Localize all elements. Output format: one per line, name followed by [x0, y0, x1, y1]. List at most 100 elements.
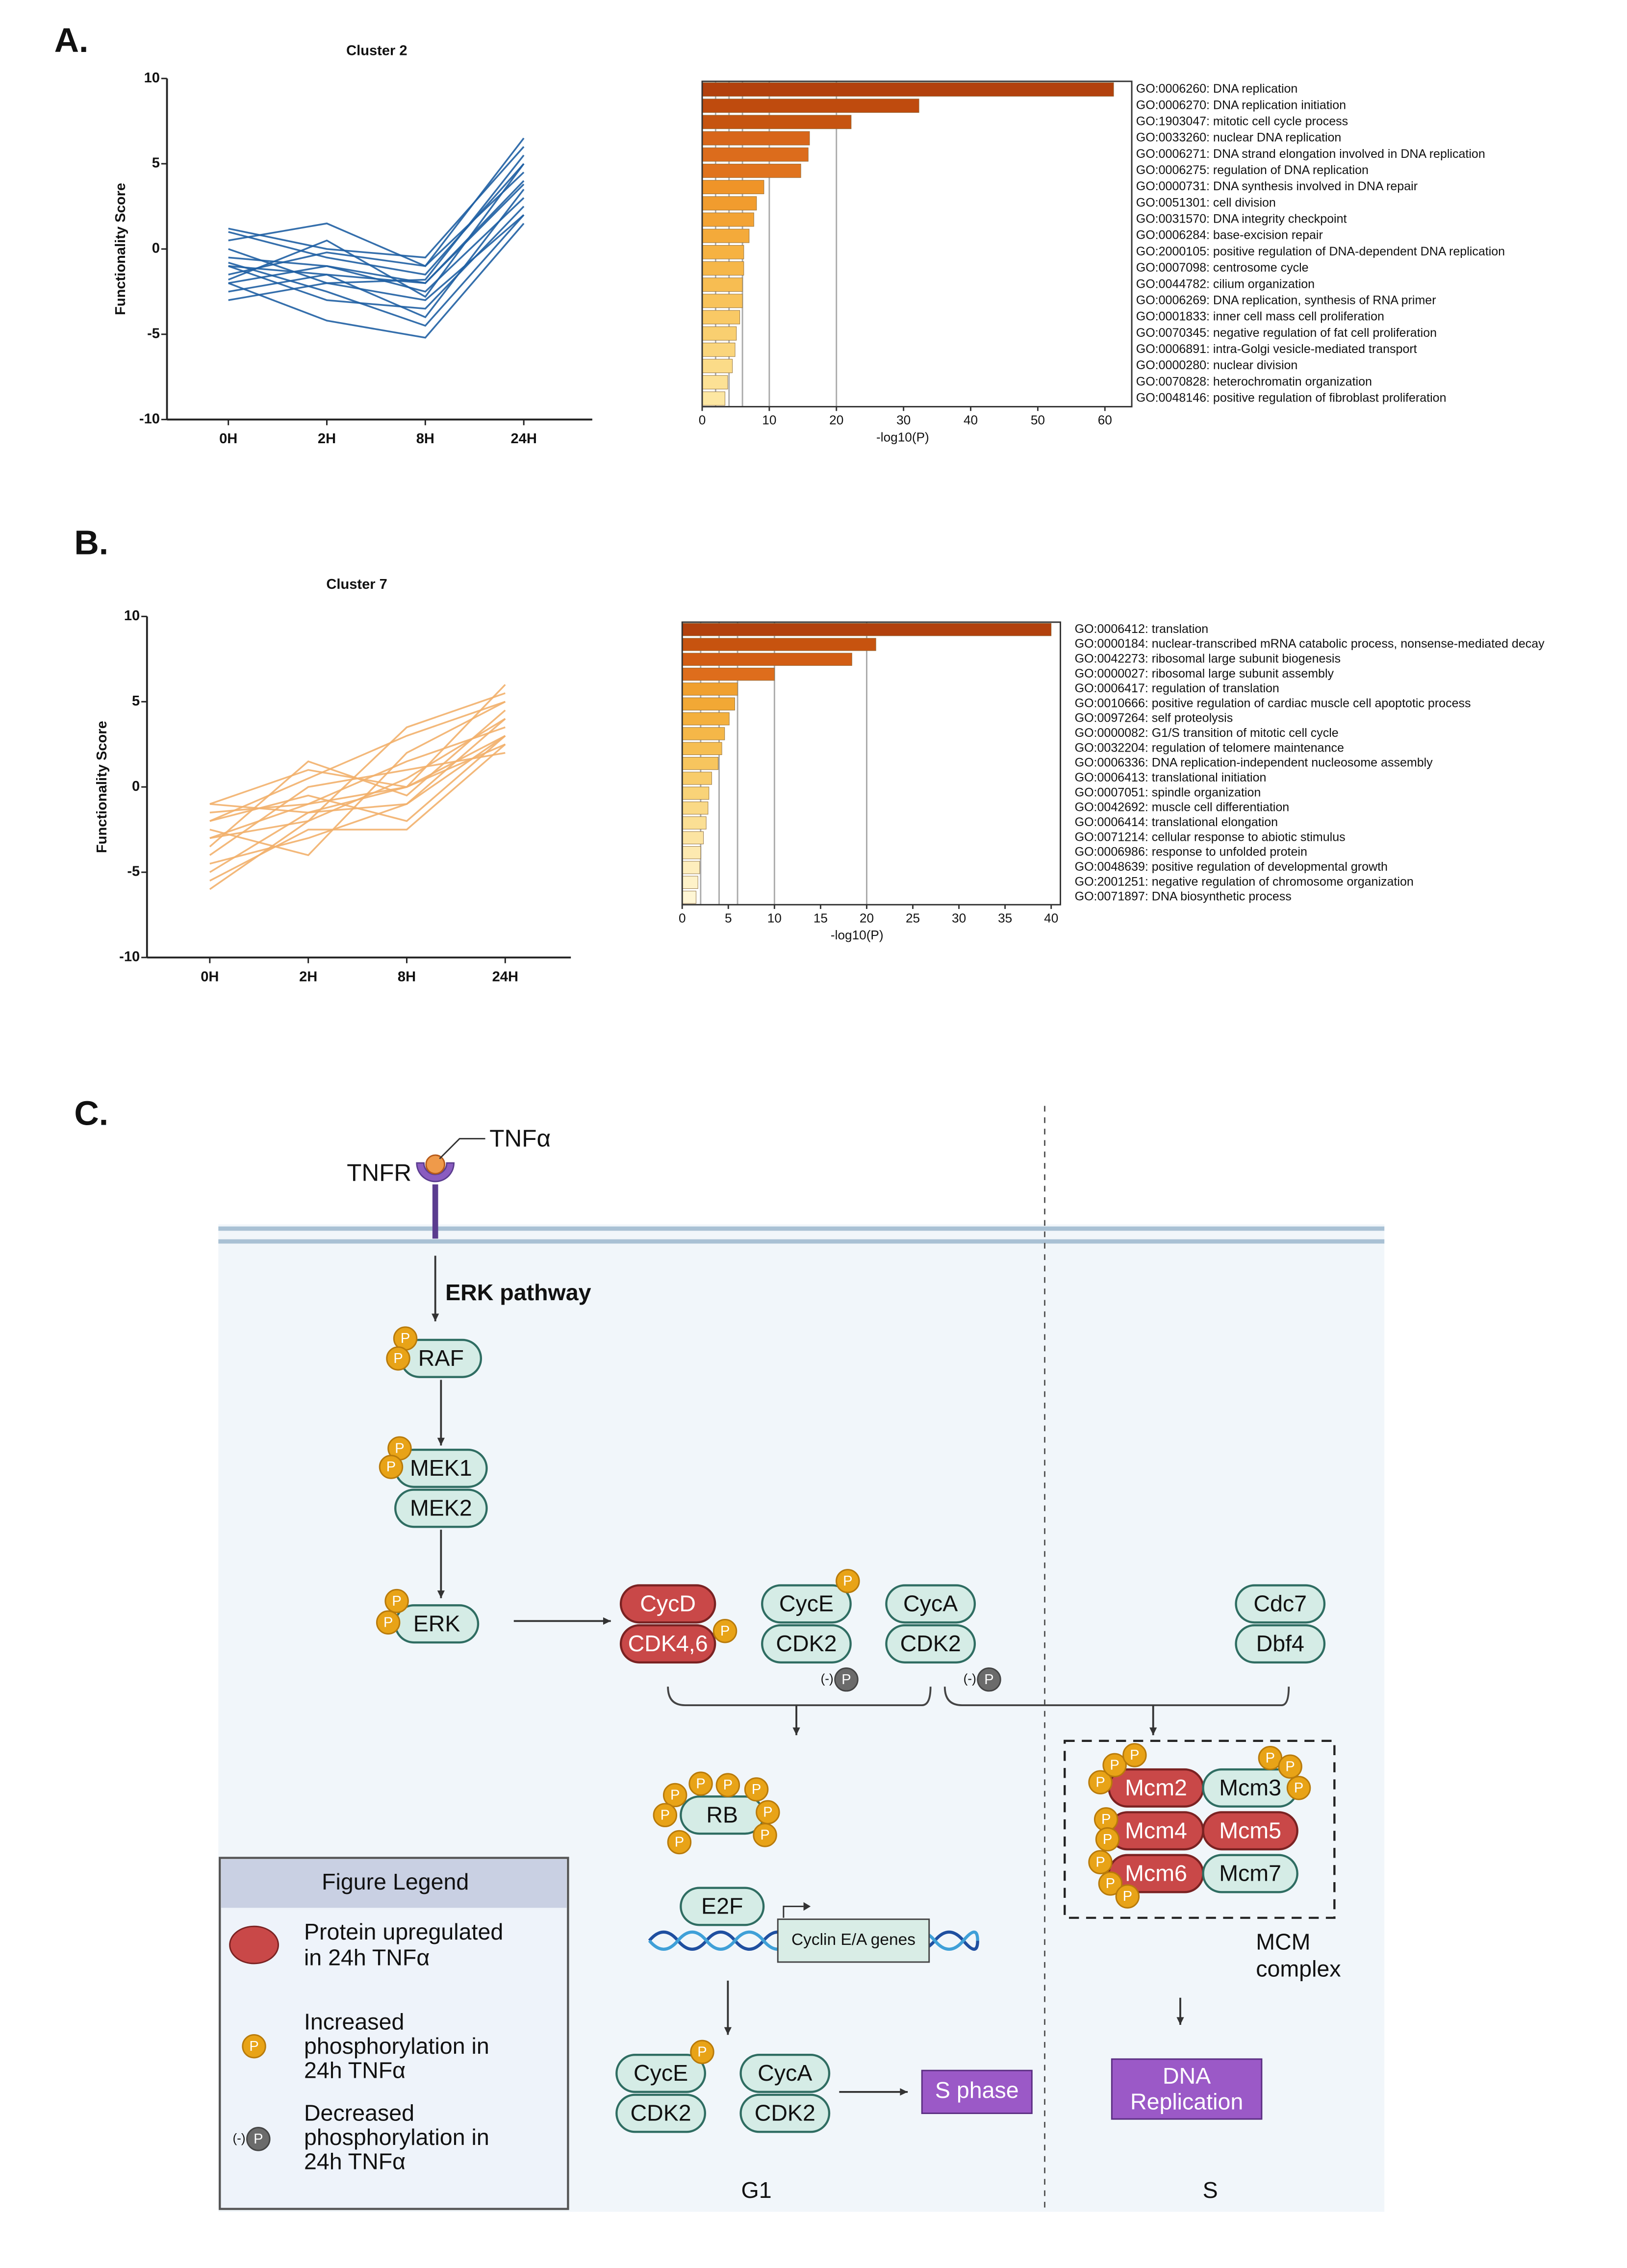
series-line — [209, 701, 506, 857]
protein-label: E2F — [701, 1893, 743, 1919]
arrow-head — [900, 2088, 908, 2096]
phosphate — [376, 1610, 401, 1635]
phase-label: S — [1203, 2177, 1218, 2203]
panel-label: B. — [74, 523, 108, 561]
x-tick-label: 5 — [725, 910, 732, 925]
bar — [702, 131, 810, 146]
legend-symbol — [229, 1925, 280, 1965]
y-axis-label: Functionality Score — [113, 183, 128, 315]
series-line — [228, 214, 525, 327]
bar — [682, 742, 722, 755]
output-box — [921, 2069, 1033, 2114]
category-label: GO:0006986: response to unfolded protein — [1075, 845, 1307, 859]
receptor-label: TNFR — [347, 1159, 411, 1186]
bar — [682, 876, 698, 889]
category-label: GO:0000027: ribosomal large subunit asse… — [1075, 667, 1334, 680]
protein — [394, 1488, 488, 1528]
legend-text: phosphorylation in — [304, 2124, 489, 2150]
legend-text: Increased — [304, 2009, 404, 2034]
bar — [702, 212, 754, 227]
series-line — [228, 172, 525, 276]
protein — [1235, 1624, 1326, 1663]
output-label: S phase — [935, 2077, 1019, 2103]
series-line — [209, 743, 506, 882]
x-tick-label: 8H — [398, 969, 416, 984]
x-tick-label: 2H — [299, 969, 317, 984]
phosphate — [712, 1618, 737, 1643]
protein-label: CycA — [903, 1591, 958, 1616]
series-line — [209, 684, 506, 805]
bar — [702, 245, 744, 259]
bar — [682, 623, 1052, 636]
bar — [682, 772, 712, 785]
bar — [702, 310, 740, 325]
protein-label: CDK2 — [630, 2100, 691, 2126]
bracket — [667, 1687, 932, 1706]
category-label: GO:0033260: nuclear DNA replication — [1136, 131, 1342, 145]
category-label: GO:0006891: intra-Golgi vesicle-mediated… — [1136, 342, 1417, 356]
bar — [702, 343, 736, 357]
x-tick-label: 50 — [1031, 413, 1045, 428]
phosphate-label: P — [1095, 1854, 1105, 1870]
legend-text: 24h TNFα — [304, 2057, 406, 2083]
x-tick-label: 40 — [964, 413, 978, 428]
ligand — [425, 1154, 446, 1175]
phosphate-label: P — [1123, 1889, 1132, 1904]
series-line — [209, 735, 506, 839]
legend-title: Figure Legend — [322, 1869, 469, 1894]
category-label: GO:0007098: centrosome cycle — [1136, 261, 1309, 275]
x-tick-label: 15 — [814, 910, 828, 925]
phosphate — [667, 1830, 692, 1855]
x-tick-label: 24H — [510, 431, 536, 447]
category-label: GO:0031570: DNA integrity checkpoint — [1136, 212, 1347, 226]
protein-label: MEK1 — [410, 1455, 472, 1481]
plot-frame — [681, 621, 1061, 906]
phosphate-label: P — [1095, 1774, 1105, 1790]
x-tick-label: 0H — [219, 431, 237, 447]
series-line — [209, 709, 506, 848]
bar — [682, 712, 730, 726]
panel-label: A. — [54, 21, 89, 59]
plot-frame — [701, 80, 1133, 407]
series-line — [228, 197, 525, 293]
bar — [702, 82, 1114, 97]
y-tick-label: -10 — [119, 949, 140, 965]
y-tick-label: 0 — [152, 241, 160, 256]
category-label: GO:0006412: translation — [1075, 622, 1209, 636]
phosphate — [744, 1777, 769, 1802]
arrow-head — [432, 1313, 439, 1322]
category-label: GO:0006414: translational elongation — [1075, 815, 1278, 829]
phosphate — [1102, 1753, 1127, 1778]
bar — [682, 682, 738, 696]
protein — [1235, 1584, 1326, 1624]
phosphate — [1115, 1884, 1140, 1909]
arrow-head — [437, 1590, 445, 1598]
ligand-pointer — [439, 1138, 485, 1159]
phosphate-label: P — [1101, 1812, 1111, 1827]
category-label: GO:0042273: ribosomal large subunit biog… — [1075, 652, 1341, 665]
x-tick-label: 10 — [762, 413, 776, 428]
category-label: GO:0006417: regulation of translation — [1075, 681, 1279, 695]
series-line — [228, 163, 525, 276]
category-label: GO:0006270: DNA replication initiation — [1136, 98, 1346, 112]
protein — [761, 1624, 852, 1663]
protein-label: RAF — [418, 1345, 464, 1371]
phosphate-label: P — [763, 1805, 772, 1820]
phosphate-label: P — [1266, 1750, 1275, 1766]
series-line — [228, 163, 525, 298]
category-label: GO:0044782: cilium organization — [1136, 277, 1315, 291]
category-label: GO:0048146: positive regulation of fibro… — [1136, 391, 1447, 405]
phosphate — [379, 1455, 404, 1479]
arrow-head — [1176, 2017, 1184, 2025]
legend — [219, 1857, 569, 2210]
protein-label: CycE — [634, 2060, 688, 2086]
arrow-head — [792, 1727, 800, 1736]
phosphate-label: P — [843, 1573, 852, 1589]
category-label: GO:0000280: nuclear division — [1136, 358, 1298, 372]
promoter-arrow — [803, 1902, 811, 1911]
category-label: GO:0051301: cell division — [1136, 196, 1276, 209]
category-label: GO:2001251: negative regulation of chrom… — [1075, 875, 1414, 888]
phosphate — [836, 1569, 860, 1593]
